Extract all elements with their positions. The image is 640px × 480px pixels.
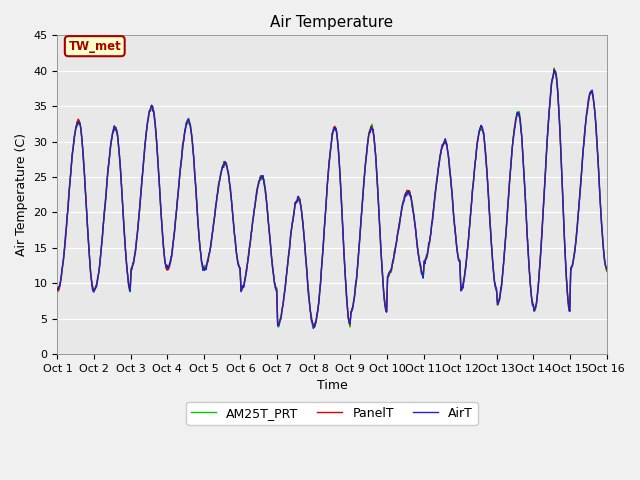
- PanelT: [550, 66, 558, 72]
- PanelT: [555, 102, 563, 108]
- AirT: [348, 307, 356, 313]
- PanelT: [54, 288, 61, 293]
- Line: PanelT: PanelT: [58, 69, 607, 327]
- AM25T_PRT: [603, 268, 611, 274]
- PanelT: [207, 245, 214, 251]
- PanelT: [492, 284, 500, 290]
- X-axis label: Time: Time: [317, 379, 348, 392]
- AirT: [603, 266, 611, 272]
- Y-axis label: Air Temperature (C): Air Temperature (C): [15, 133, 28, 256]
- AirT: [54, 287, 61, 293]
- AirT: [555, 103, 563, 108]
- AM25T_PRT: [555, 103, 563, 108]
- Line: AM25T_PRT: AM25T_PRT: [58, 68, 607, 327]
- AM25T_PRT: [348, 306, 356, 312]
- AirT: [207, 243, 214, 249]
- Text: TW_met: TW_met: [68, 40, 121, 53]
- AM25T_PRT: [570, 253, 578, 259]
- PanelT: [603, 267, 611, 273]
- PanelT: [310, 324, 318, 330]
- Legend: AM25T_PRT, PanelT, AirT: AM25T_PRT, PanelT, AirT: [186, 402, 477, 425]
- PanelT: [570, 255, 578, 261]
- Title: Air Temperature: Air Temperature: [271, 15, 394, 30]
- AM25T_PRT: [54, 289, 61, 295]
- AirT: [492, 284, 500, 290]
- Line: AirT: AirT: [58, 71, 607, 328]
- AM25T_PRT: [275, 324, 282, 330]
- AirT: [360, 179, 368, 185]
- PanelT: [348, 306, 356, 312]
- AM25T_PRT: [207, 245, 214, 251]
- AM25T_PRT: [492, 286, 500, 292]
- AirT: [310, 325, 317, 331]
- AirT: [570, 254, 578, 260]
- AM25T_PRT: [360, 176, 368, 182]
- AirT: [550, 68, 558, 73]
- AM25T_PRT: [550, 65, 558, 71]
- PanelT: [360, 180, 368, 186]
